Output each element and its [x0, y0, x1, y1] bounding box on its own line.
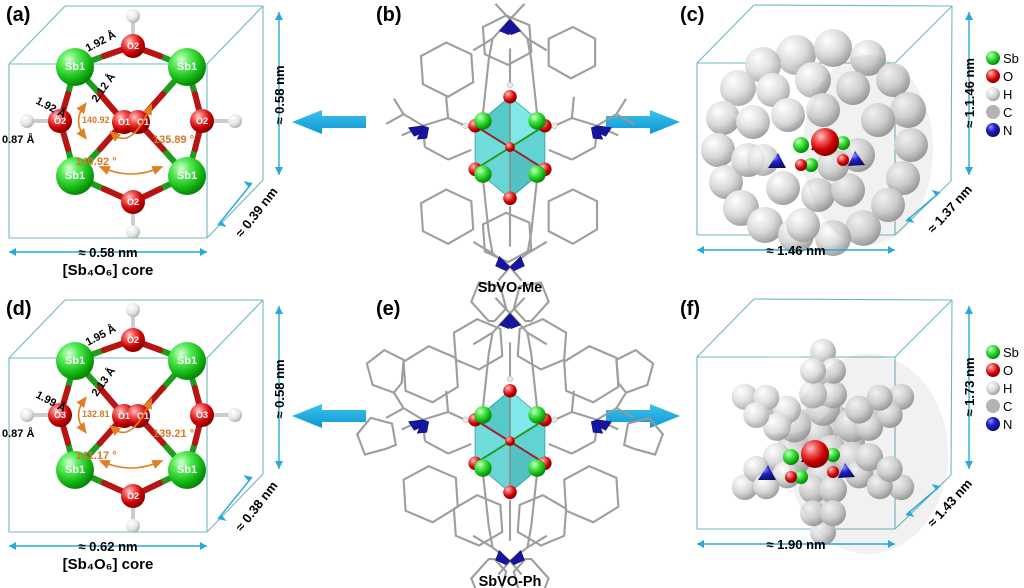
svg-text:O2: O2 [127, 41, 139, 51]
svg-text:O1: O1 [118, 117, 130, 127]
svg-text:O2: O2 [127, 197, 139, 207]
svg-text:O: O [1003, 69, 1013, 84]
svg-text:≈ 0.39 nm: ≈ 0.39 nm [232, 184, 280, 240]
svg-text:O: O [1003, 363, 1013, 378]
svg-text:140.92 °: 140.92 ° [82, 115, 116, 125]
svg-text:SbVO-Me: SbVO-Me [478, 280, 542, 296]
svg-text:≈ 1.37 nm: ≈ 1.37 nm [924, 182, 975, 236]
svg-text:O2: O2 [196, 116, 208, 126]
svg-text:Sb1: Sb1 [65, 170, 85, 182]
svg-text:Sb1: Sb1 [177, 355, 197, 367]
svg-text:139.21 °: 139.21 ° [153, 428, 194, 440]
svg-text:≈ 0.62 nm: ≈ 0.62 nm [78, 539, 137, 554]
svg-text:O2: O2 [127, 491, 139, 501]
svg-text:C: C [1003, 105, 1012, 120]
svg-text:≈ 1.90 nm: ≈ 1.90 nm [766, 537, 825, 552]
svg-text:Sb1: Sb1 [65, 355, 85, 367]
svg-text:H: H [1003, 381, 1012, 396]
svg-text:Sb1: Sb1 [65, 464, 85, 476]
svg-text:0.87 Å: 0.87 Å [2, 133, 34, 146]
svg-text:0.87 Å: 0.87 Å [2, 427, 34, 440]
svg-text:N: N [1003, 123, 1012, 138]
svg-text:132.81 °: 132.81 ° [82, 409, 116, 419]
svg-text:SbVO-Ph: SbVO-Ph [479, 574, 542, 588]
svg-text:≈ 0.38 nm: ≈ 0.38 nm [232, 478, 280, 534]
svg-text:≈ 0.58 nm: ≈ 0.58 nm [78, 245, 137, 260]
svg-text:≈ 0.58 nm: ≈ 0.58 nm [272, 359, 287, 418]
svg-text:C: C [1003, 399, 1012, 414]
svg-text:[Sb₄O₆] core: [Sb₄O₆] core [63, 262, 154, 279]
svg-text:≈ 1.1.46 nm: ≈ 1.1.46 nm [962, 58, 977, 128]
svg-text:Sb1: Sb1 [177, 170, 197, 182]
svg-text:O3: O3 [196, 410, 208, 420]
svg-text:Sb: Sb [1003, 345, 1019, 360]
svg-text:140.92 °: 140.92 ° [75, 156, 116, 168]
svg-text:O1: O1 [118, 411, 130, 421]
svg-text:141.17 °: 141.17 ° [75, 450, 116, 462]
svg-text:Sb1: Sb1 [65, 61, 85, 73]
svg-text:[Sb₄O₆] core: [Sb₄O₆] core [63, 556, 154, 573]
svg-text:N: N [1003, 417, 1012, 432]
svg-text:Sb: Sb [1003, 51, 1019, 66]
svg-text:≈ 0.58 nm: ≈ 0.58 nm [272, 65, 287, 124]
svg-text:Sb1: Sb1 [177, 464, 197, 476]
svg-text:≈ 1.73 nm: ≈ 1.73 nm [962, 357, 977, 416]
svg-text:135.89 °: 135.89 ° [153, 134, 194, 146]
svg-text:H: H [1003, 87, 1012, 102]
svg-text:O2: O2 [127, 335, 139, 345]
svg-text:≈ 1.46 nm: ≈ 1.46 nm [766, 243, 825, 258]
svg-text:Sb1: Sb1 [177, 61, 197, 73]
